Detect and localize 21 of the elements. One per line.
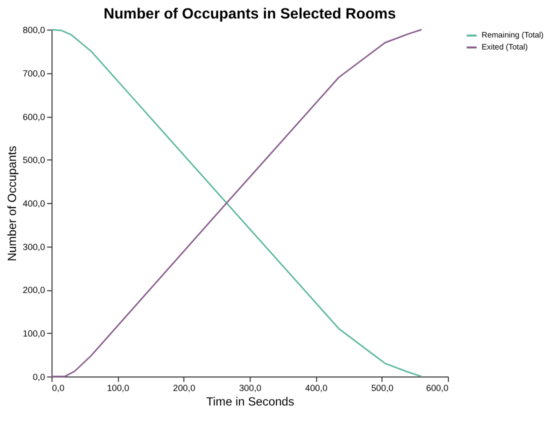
y-tick-label: 100,0: [22, 328, 46, 339]
legend-label: Remaining (Total): [482, 30, 544, 40]
y-tick-label: 600,0: [22, 112, 46, 122]
y-tick-label: 300,0: [22, 242, 46, 252]
x-tick-label: 0,0: [52, 382, 64, 393]
legend-label: Exited (Total): [482, 42, 528, 52]
x-tick-label: 600,0: [426, 382, 448, 393]
x-axis-title: Time in Seconds: [206, 394, 294, 409]
y-tick-label: 200,0: [22, 285, 46, 296]
y-tick-label: 500,0: [22, 155, 46, 166]
x-tick-label: 300,0: [239, 382, 262, 393]
x-tick-label: 500,0: [371, 382, 394, 393]
y-tick-label: 400,0: [22, 198, 46, 209]
x-tick-label: 400,0: [305, 382, 328, 393]
y-tick-label: 800,0: [22, 25, 46, 36]
y-tick-label: 0,0: [32, 372, 46, 382]
x-tick-label: 100,0: [106, 382, 130, 393]
y-axis-title: Number of Occupants: [4, 146, 19, 262]
y-tick-label: 700,0: [22, 68, 46, 78]
chart-title: Number of Occupants in Selected Rooms: [104, 6, 396, 23]
x-tick-label: 200,0: [173, 382, 196, 393]
